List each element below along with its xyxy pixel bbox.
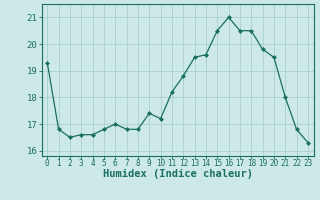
X-axis label: Humidex (Indice chaleur): Humidex (Indice chaleur) <box>103 169 252 179</box>
